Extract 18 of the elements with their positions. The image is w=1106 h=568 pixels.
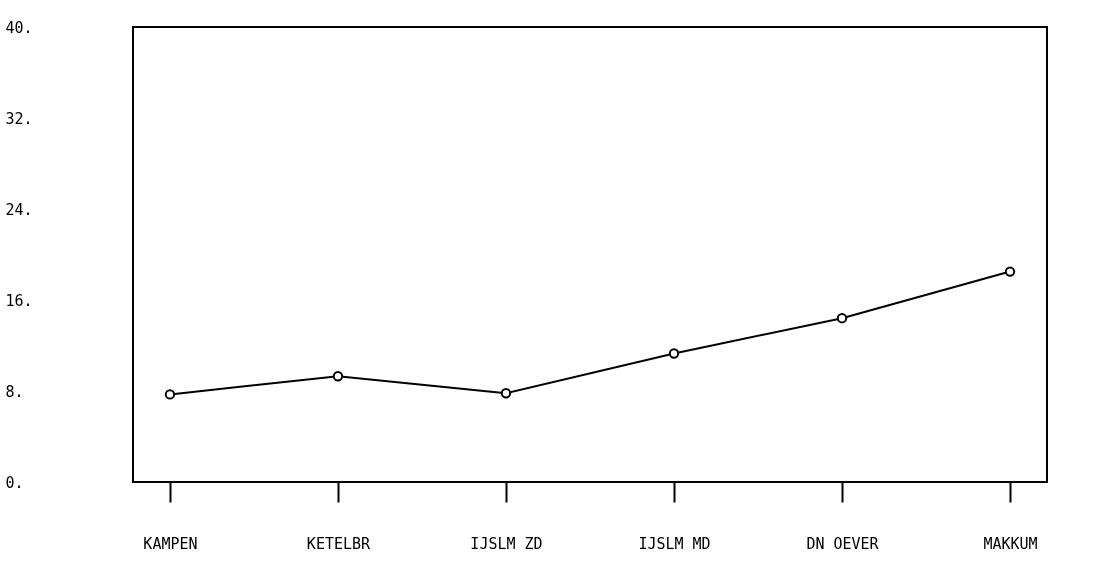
point (836, 313, 848, 324)
x-tick-label: KAMPEN (143, 534, 198, 553)
y-tick-label: 16. (5, 291, 33, 310)
point (668, 348, 680, 359)
y-tick-label: 32. (5, 109, 33, 128)
y-tick-label: 40. (5, 18, 33, 37)
x-tick-label: DN OEVER (806, 534, 880, 553)
x-tick-label: IJSLM ZD (470, 534, 543, 553)
point (332, 371, 344, 382)
point (1004, 266, 1016, 277)
x-tick-label: KETELBR (306, 534, 372, 553)
x-tick-label: IJSLM MD (638, 534, 711, 553)
x-tick-label: MAKKUM (983, 534, 1038, 553)
point (500, 388, 512, 399)
y-tick-label: 0. (5, 473, 24, 492)
y-tick-label: 24. (5, 200, 33, 219)
point (164, 389, 176, 400)
y-tick-label: 8. (5, 382, 24, 401)
